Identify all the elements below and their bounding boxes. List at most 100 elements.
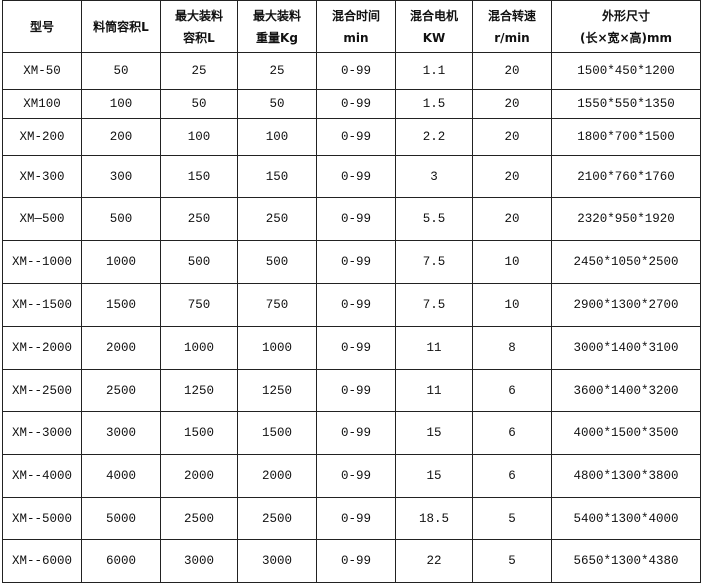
table-cell: 5.5 xyxy=(395,197,473,241)
table-cell: 250 xyxy=(237,197,317,241)
table-cell: 1000 xyxy=(81,240,161,284)
table-cell: 0-99 xyxy=(316,52,396,90)
table-cell: 0-99 xyxy=(316,454,396,498)
table-cell: 0-99 xyxy=(316,283,396,327)
table-cell: 2450*1050*2500 xyxy=(551,240,701,284)
table-cell: 1000 xyxy=(160,326,238,370)
table-cell: 50 xyxy=(237,89,317,119)
table-cell: 3000 xyxy=(81,411,161,455)
table-cell: 6 xyxy=(472,454,552,498)
table-cell: XM—500 xyxy=(2,197,82,241)
table-cell: 2500 xyxy=(237,497,317,540)
table-cell: 6 xyxy=(472,411,552,455)
table-cell: 5400*1300*4000 xyxy=(551,497,701,540)
column-header-line: 型号 xyxy=(29,19,54,34)
table-cell: 8 xyxy=(472,326,552,370)
table-cell: 25 xyxy=(160,52,238,90)
table-cell: 150 xyxy=(160,155,238,198)
table-cell: 0-99 xyxy=(316,89,396,119)
table-cell: XM--1000 xyxy=(2,240,82,284)
table-row: XM--4000 4000 2000 2000 0-99 15 6 4800*1300*380… xyxy=(2,454,701,498)
column-header: 混合时间 min xyxy=(316,0,396,53)
table-row: XM--5000 5000 2500 2500 0-99 18.5 5 5400*1300*4… xyxy=(2,497,701,540)
column-header-line: KW xyxy=(422,30,446,45)
table-cell: 2.2 xyxy=(395,118,473,156)
column-header-line: 容积L xyxy=(183,30,215,45)
table-cell: 20 xyxy=(472,155,552,198)
table-cell: 750 xyxy=(160,283,238,327)
table-cell: 2900*1300*2700 xyxy=(551,283,701,327)
table-cell: 15 xyxy=(395,454,473,498)
table-cell: 11 xyxy=(395,369,473,412)
table-cell: 1.1 xyxy=(395,52,473,90)
table-cell: 200 xyxy=(81,118,161,156)
table-cell: 0-99 xyxy=(316,411,396,455)
table-cell: XM--5000 xyxy=(2,497,82,540)
table-cell: 3000 xyxy=(237,539,317,583)
table-cell: 0-99 xyxy=(316,497,396,540)
table-cell: 0-99 xyxy=(316,240,396,284)
column-header: 最大装料容积L xyxy=(160,0,238,53)
column-header-line: r/min xyxy=(494,30,530,45)
table-row: XM--2000 2000 1000 1000 0-99 11 8 3000*1400*310… xyxy=(2,326,701,370)
table-cell: 1500 xyxy=(81,283,161,327)
table-cell: 0-99 xyxy=(316,369,396,412)
table-cell: 2320*950*1920 xyxy=(551,197,701,241)
table-cell: 0-99 xyxy=(316,118,396,156)
table-cell: 3000*1400*3100 xyxy=(551,326,701,370)
table-cell: XM-50 xyxy=(2,52,82,90)
table-cell: 10 xyxy=(472,240,552,284)
table-cell: 5650*1300*4380 xyxy=(551,539,701,583)
table-cell: 750 xyxy=(237,283,317,327)
table-cell: 1500 xyxy=(160,411,238,455)
column-header-line: 混合转速 xyxy=(487,8,536,23)
table-cell: 2000 xyxy=(160,454,238,498)
table-cell: 1000 xyxy=(237,326,317,370)
table-row: XM-300 300 150 150 0-99 3 20 2100*760*1760 xyxy=(2,155,701,198)
table-cell: 2500 xyxy=(81,369,161,412)
table-cell: 2500 xyxy=(160,497,238,540)
column-header: 型号 xyxy=(2,0,82,53)
table-cell: 20 xyxy=(472,52,552,90)
table-cell: 20 xyxy=(472,118,552,156)
table-cell: 20 xyxy=(472,89,552,119)
column-header-line: min xyxy=(343,30,369,45)
table-cell: 11 xyxy=(395,326,473,370)
table-cell: 2100*760*1760 xyxy=(551,155,701,198)
table-cell: 7.5 xyxy=(395,240,473,284)
table-cell: 4000 xyxy=(81,454,161,498)
table-cell: 20 xyxy=(472,197,552,241)
column-header: 混合转速 r/min xyxy=(472,0,552,53)
table-row: XM--2500 2500 1250 1250 0-99 11 6 3600*1400*320… xyxy=(2,369,701,412)
column-header-line: 料筒容积L xyxy=(93,19,149,34)
table-cell: 3 xyxy=(395,155,473,198)
table-cell: 500 xyxy=(160,240,238,284)
table-cell: 500 xyxy=(81,197,161,241)
table-cell: 4800*1300*3800 xyxy=(551,454,701,498)
table-cell: 250 xyxy=(160,197,238,241)
table-cell: 1.5 xyxy=(395,89,473,119)
table-cell: 50 xyxy=(81,52,161,90)
column-header-line: 混合时间 xyxy=(331,8,380,23)
table-cell: 10 xyxy=(472,283,552,327)
column-header-line: 外形尺寸 xyxy=(601,8,650,23)
table-cell: 3000 xyxy=(160,539,238,583)
table-cell: 4000*1500*3500 xyxy=(551,411,701,455)
table-cell: 25 xyxy=(237,52,317,90)
column-header-line: 最大装料 xyxy=(174,8,223,23)
table-cell: 7.5 xyxy=(395,283,473,327)
column-header-line: 最大装料 xyxy=(252,8,301,23)
header-row: 型号 料筒容积L 最大装料 容积L 最大装料 重量Kg 混合时间 min 混合电机 KW 混合转速 r… xyxy=(2,0,701,53)
column-header: 混合电机 KW xyxy=(395,0,473,53)
table-cell: 2000 xyxy=(237,454,317,498)
column-header-line: 混合电机 xyxy=(409,8,458,23)
table-cell: 6000 xyxy=(81,539,161,583)
table-cell: 100 xyxy=(81,89,161,119)
table-cell: 0-99 xyxy=(316,155,396,198)
table-cell: 18.5 xyxy=(395,497,473,540)
table-cell: 1500 xyxy=(237,411,317,455)
table-cell: 5000 xyxy=(81,497,161,540)
table-cell: 5 xyxy=(472,497,552,540)
table-cell: 5 xyxy=(472,539,552,583)
